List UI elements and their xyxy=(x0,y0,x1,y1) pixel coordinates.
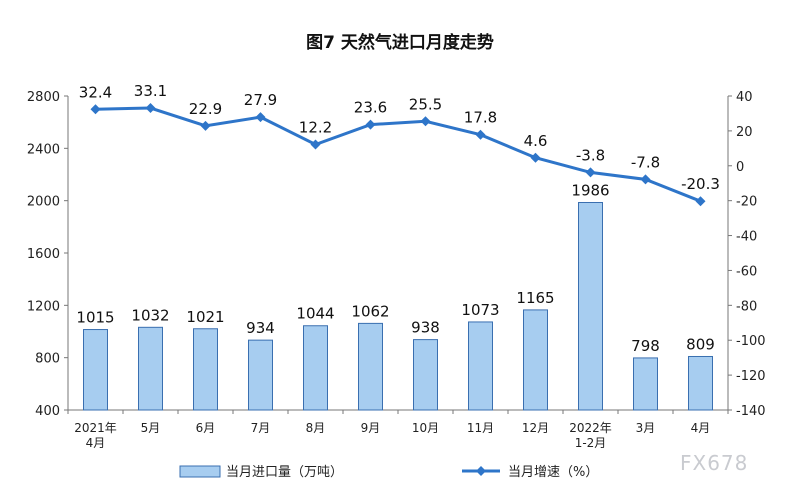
bar-data-label: 934 xyxy=(246,319,275,337)
line-data-label: 23.6 xyxy=(354,99,387,117)
bar-data-label: 938 xyxy=(411,319,440,337)
line-point xyxy=(530,152,541,163)
right-tick-label: -120 xyxy=(736,369,766,384)
line-data-label: 25.5 xyxy=(409,95,442,113)
bar-data-label: 1062 xyxy=(351,302,389,320)
left-tick-label: 800 xyxy=(35,352,60,367)
x-tick-label: 9月 xyxy=(361,421,381,435)
line-point xyxy=(200,120,211,131)
right-tick-label: -140 xyxy=(736,404,766,419)
line-point xyxy=(310,139,321,150)
x-tick-label: 4月 xyxy=(86,436,106,450)
line-data-label: -3.8 xyxy=(576,146,605,164)
x-tick-label: 12月 xyxy=(522,421,549,435)
left-tick-label: 2800 xyxy=(27,90,60,105)
line-data-label: -7.8 xyxy=(631,153,660,171)
bar xyxy=(193,328,218,411)
x-tick-label: 2021年 xyxy=(74,421,117,435)
legend-bar-swatch xyxy=(179,465,221,478)
bar-data-label: 1015 xyxy=(76,309,114,327)
line-data-label: 22.9 xyxy=(189,100,222,118)
line-point xyxy=(255,112,266,123)
line-point xyxy=(420,116,431,127)
bar xyxy=(83,329,108,411)
x-tick-label: 5月 xyxy=(141,421,161,435)
line-point xyxy=(145,103,156,114)
right-tick-label: -40 xyxy=(736,230,757,245)
bar xyxy=(413,339,438,411)
line-data-label: 17.8 xyxy=(464,109,497,127)
right-tick-label: 20 xyxy=(736,125,753,140)
watermark: FX678 xyxy=(680,451,748,475)
bar xyxy=(358,322,383,411)
bar-data-label: 1032 xyxy=(131,306,169,324)
right-tick-label: -80 xyxy=(736,299,757,314)
bar xyxy=(468,321,493,411)
line-data-label: 27.9 xyxy=(244,91,277,109)
legend-line-marker xyxy=(476,466,486,476)
right-tick-label: 0 xyxy=(736,160,744,175)
bar xyxy=(688,355,713,411)
growth-line xyxy=(95,106,702,203)
x-tick-label: 10月 xyxy=(412,421,439,435)
line-point xyxy=(475,129,486,140)
line-point xyxy=(695,196,706,207)
line-point xyxy=(585,167,596,178)
legend-line-label: 当月增速（%） xyxy=(508,465,598,480)
left-tick-label: 1200 xyxy=(27,299,60,314)
bar-data-label: 1165 xyxy=(516,289,554,307)
right-tick-label: -60 xyxy=(736,264,757,279)
bar xyxy=(138,326,163,411)
line-data-label: 12.2 xyxy=(299,118,332,136)
bar xyxy=(633,357,658,411)
line-series: 32.4 33.1 22.9 27.9 12.2 23.6 25.5 17.8 4.6 -3.8 -… xyxy=(79,82,720,207)
axes: 40080012001600200024002800-140-120-100-8… xyxy=(27,90,766,450)
left-tick-label: 1600 xyxy=(27,247,60,262)
bar-data-label: 809 xyxy=(686,335,715,353)
line-point xyxy=(640,174,651,185)
bar-data-label: 1044 xyxy=(296,305,334,323)
right-tick-label: -100 xyxy=(736,334,766,349)
bar-data-label: 1986 xyxy=(571,181,609,199)
left-tick-label: 2400 xyxy=(27,142,60,157)
line-point xyxy=(365,119,376,130)
left-tick-label: 2000 xyxy=(27,195,60,210)
line-point xyxy=(90,104,101,115)
bar xyxy=(248,339,273,411)
bar-data-label: 798 xyxy=(631,337,660,355)
chart-title: 图7 天然气进口月度走势 xyxy=(306,32,494,53)
bar xyxy=(523,309,548,411)
right-tick-label: 40 xyxy=(736,90,753,105)
line-data-label: -20.3 xyxy=(681,175,720,193)
bar xyxy=(303,325,328,411)
bar-data-label: 1073 xyxy=(461,301,499,319)
x-tick-label: 2022年 xyxy=(569,421,612,435)
x-tick-label: 6月 xyxy=(196,421,216,435)
legend-bar-label: 当月进口量（万吨） xyxy=(226,465,343,480)
x-tick-label: 4月 xyxy=(691,421,711,435)
left-tick-label: 400 xyxy=(35,404,60,419)
x-tick-label: 1-2月 xyxy=(575,436,607,450)
x-tick-label: 7月 xyxy=(251,421,271,435)
bar-series: 1015 1032 1021 934 1044 1062 938 1073 1165 1986 79… xyxy=(76,181,715,411)
line-data-label: 33.1 xyxy=(134,82,167,100)
bar-data-label: 1021 xyxy=(186,308,224,326)
line-data-label: 32.4 xyxy=(79,83,112,101)
line-data-label: 4.6 xyxy=(524,132,548,150)
bar xyxy=(578,201,603,411)
x-tick-label: 3月 xyxy=(636,421,656,435)
x-tick-label: 11月 xyxy=(467,421,494,435)
right-tick-label: -20 xyxy=(736,195,757,210)
legend: 当月进口量（万吨） 当月增速（%） xyxy=(179,465,598,480)
x-tick-label: 8月 xyxy=(306,421,326,435)
